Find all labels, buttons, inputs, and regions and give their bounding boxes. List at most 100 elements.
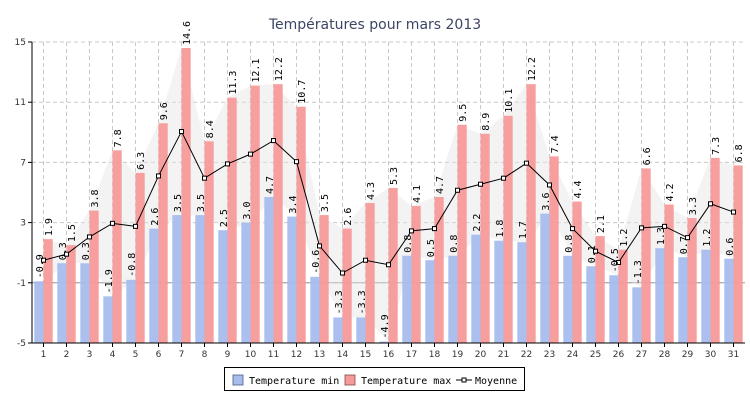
bar-max [687,218,697,343]
average-point [386,262,391,268]
bar-max [549,156,559,343]
bar-max [342,228,352,343]
x-tick-label: 12 [291,350,302,360]
average-point [478,181,483,187]
bar-min [333,317,343,343]
y-tick-label: -1 [17,279,26,289]
data-label-min: 0.1 [587,245,598,263]
average-point [455,187,460,193]
average-point [570,226,575,232]
x-tick-label: 2 [64,350,70,360]
data-label-max: 8.9 [481,113,492,131]
bar-max [365,203,375,343]
bar-max [250,85,260,344]
data-label-min: -0.5 [610,248,621,272]
data-label-max: 6.6 [642,147,653,165]
bar-max [135,172,145,343]
bar-max [503,115,513,344]
x-tick-label: 31 [728,350,739,360]
data-label-min: 1.8 [495,220,506,238]
x-tick-label: 18 [429,350,441,360]
x-tick-label: 10 [245,350,257,360]
bar-max [273,84,283,343]
data-label-max: 4.2 [665,183,676,201]
data-label-max: 4.3 [366,182,377,200]
data-label-max: 12.1 [251,59,262,83]
x-tick-label: 30 [705,350,717,360]
average-point [593,248,598,254]
data-label-max: 6.3 [136,152,147,170]
average-point [225,161,230,167]
average-point [547,182,552,188]
x-tick-label: 3 [87,350,93,360]
data-label-max: 9.5 [458,104,469,122]
x-tick-label: 7 [179,350,185,360]
bar-min [80,263,90,343]
data-label-max: 5.3 [389,167,400,185]
bar-max [204,141,214,343]
y-tick-label: -5 [17,339,26,349]
data-label-min: -3.3 [334,290,345,314]
bar-max [181,48,191,344]
data-label-max: 7.4 [550,135,561,153]
average-point [202,175,207,181]
chart-title: Températures pour mars 2013 [268,17,481,33]
data-label-min: 2.6 [150,208,161,226]
bar-min [586,266,596,343]
data-label-min: -0.8 [127,253,138,277]
data-labels: -0.91.90.31.50.33.8-1.97.8-0.86.32.69.63… [35,21,745,339]
x-tick-label: 16 [383,350,395,360]
bar-min [402,255,412,343]
data-label-min: 3.5 [196,194,207,212]
bar-max [319,215,329,343]
average-point [87,234,92,240]
data-label-min: 0.8 [564,235,575,253]
bar-min [195,215,205,343]
average-point [133,223,138,229]
bar-max [664,204,674,343]
bar-max [388,187,398,343]
data-label-max: 10.7 [297,80,308,104]
x-tick-label: 6 [156,350,162,360]
bar-min [724,258,734,343]
bar-max [618,249,628,343]
data-label-min: 3.0 [242,202,253,220]
x-tick-label: 4 [110,350,116,360]
bar-max [572,201,582,343]
data-label-min: 3.4 [288,196,299,214]
data-label-max: 2.6 [343,208,354,226]
average-point [179,129,184,135]
bar-max [89,210,99,343]
bar-max [526,84,536,343]
data-label-min: 2.5 [219,209,230,227]
bar-max [227,97,237,343]
bar-min [471,234,481,343]
average-point [662,223,667,229]
data-label-min: 0.8 [403,235,414,253]
data-label-min: 0.3 [58,242,69,260]
bar-max [733,165,743,343]
bar-min [149,228,159,343]
bar-min [448,255,458,343]
data-label-min: 0.6 [725,238,736,256]
bar-max [710,157,720,343]
bar-max [434,197,444,343]
data-label-max: 12.2 [527,57,538,81]
data-label-max: 11.3 [228,71,239,95]
legend-swatch-min [232,374,244,386]
bar-max [457,124,467,344]
average-point [248,151,253,157]
average-point [685,235,690,241]
data-label-max: 3.5 [320,194,331,212]
data-label-min: 1.2 [702,229,713,247]
bar-min [356,317,366,343]
bar-min [172,215,182,343]
data-label-min: -3.3 [357,290,368,314]
x-tick-label: 11 [268,350,279,360]
average-point [271,138,276,144]
data-label-max: 1.5 [67,224,78,242]
data-label-max: 10.1 [504,89,515,113]
bar-min [287,216,297,343]
data-label-min: 1.3 [656,227,667,245]
x-tick-label: 26 [613,350,625,360]
